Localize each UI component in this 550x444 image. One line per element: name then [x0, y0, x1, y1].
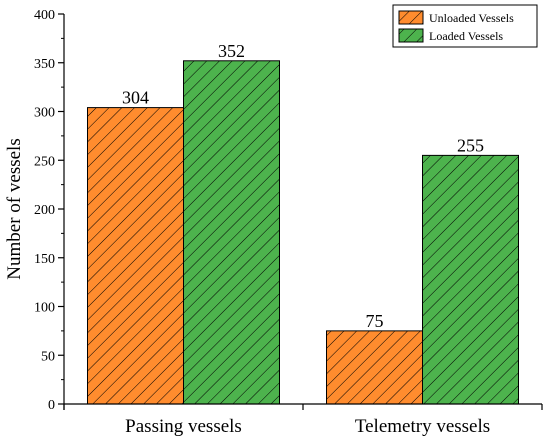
category-label-1: Telemetry vessels: [355, 416, 490, 437]
y-tick-label-2: 100: [34, 301, 55, 316]
y-tick-label-5: 250: [34, 154, 55, 169]
data-label-0-1: 75: [366, 311, 384, 331]
bar-hatch-0-1: [326, 330, 423, 405]
legend-swatch-hatch-0: [398, 10, 424, 25]
legend-label-0: Unloaded Vessels: [429, 11, 514, 25]
y-tick-label-8: 400: [34, 8, 55, 23]
y-tick-label-4: 200: [34, 203, 55, 218]
y-tick-label-0: 0: [48, 398, 55, 413]
y-tick-label-1: 50: [41, 349, 55, 364]
data-label-0-0: 304: [122, 88, 149, 108]
y-tick-label-7: 350: [34, 57, 55, 72]
bar-hatch-0-0: [87, 107, 184, 405]
data-label-1-0: 352: [218, 41, 245, 61]
bar-hatch-1-0: [183, 60, 280, 405]
category-label-0: Passing vessels: [125, 416, 242, 437]
legend-label-1: Loaded Vessels: [429, 29, 503, 43]
data-label-1-1: 255: [457, 135, 484, 155]
y-tick-label-3: 150: [34, 252, 55, 267]
bar-hatch-1-1: [422, 154, 519, 405]
y-tick-label-6: 300: [34, 106, 55, 121]
legend-swatch-hatch-1: [398, 28, 424, 43]
y-axis-label: Number of vessels: [4, 138, 25, 279]
